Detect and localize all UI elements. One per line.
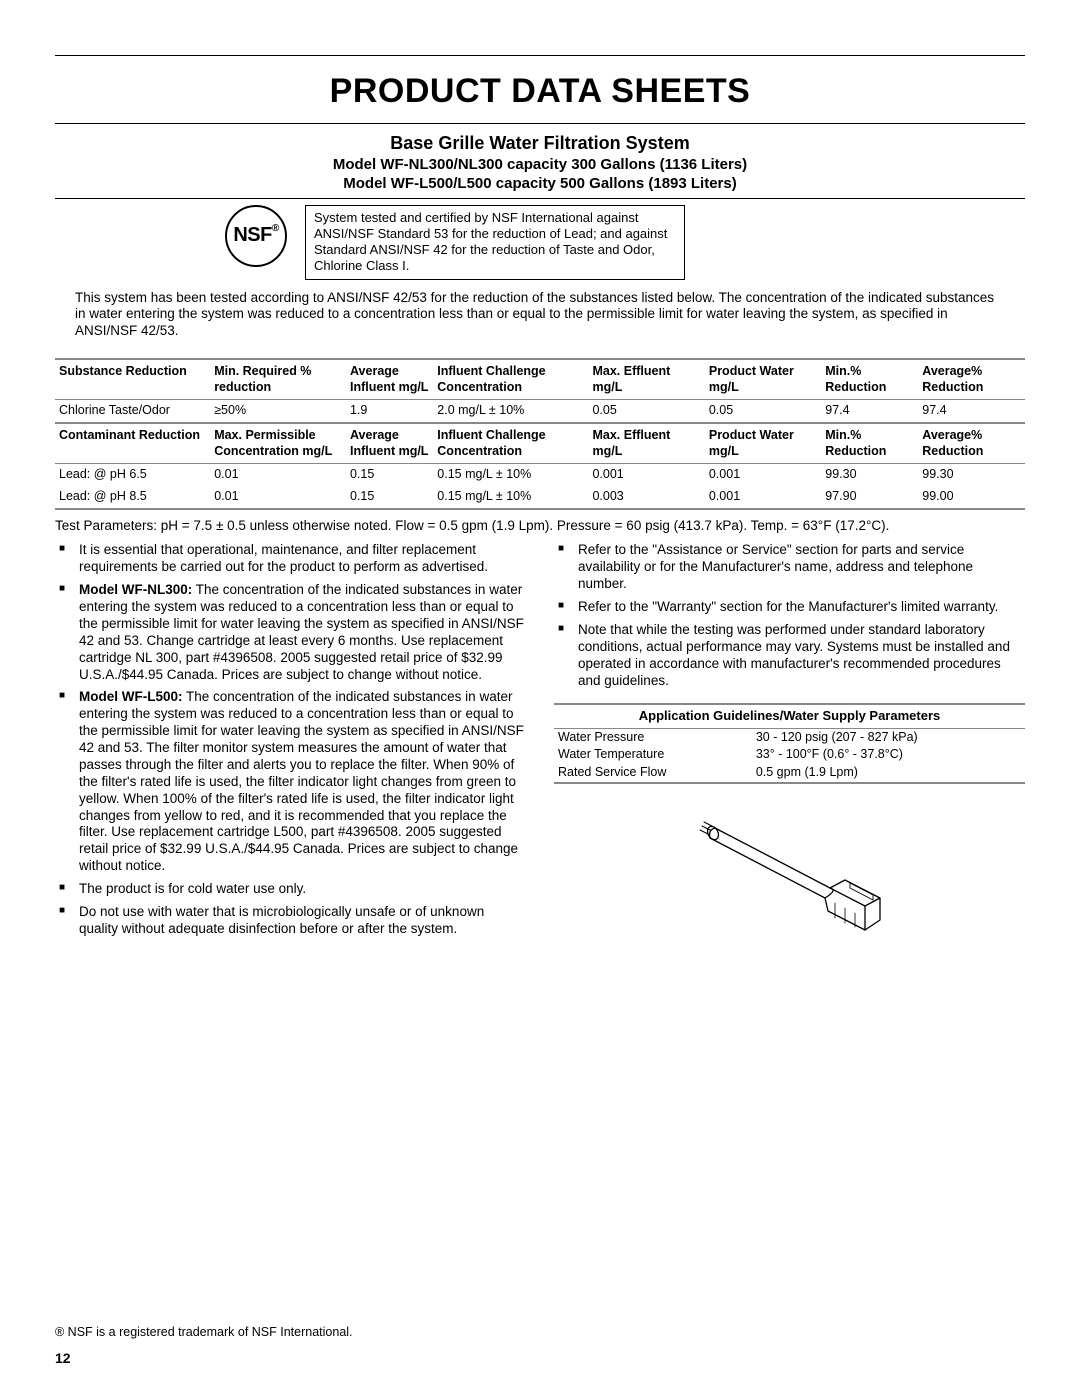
right-column: Refer to the "Assistance or Service" sec… — [554, 542, 1025, 957]
trademark-note: ® NSF is a registered trademark of NSF I… — [55, 1325, 353, 1341]
table-header: Min.% Reduction — [821, 359, 918, 400]
application-table: Water Pressure30 - 120 psig (207 - 827 k… — [554, 729, 1025, 784]
certification-row: NSF® System tested and certified by NSF … — [55, 205, 1025, 280]
table-header: Average% Reduction — [918, 423, 1025, 464]
table-header: Contaminant Reduction — [55, 423, 210, 464]
title-rule — [55, 123, 1025, 124]
table-header: Max. Permissible Concentration mg/L — [210, 423, 346, 464]
table-header: Influent Challenge Concentration — [433, 423, 588, 464]
note-item: Do not use with water that is microbiolo… — [55, 904, 526, 938]
header-block: Base Grille Water Filtration System Mode… — [55, 132, 1025, 199]
note-item: The product is for cold water use only. — [55, 881, 526, 898]
table-row: Lead: @ pH 8.50.010.150.15 mg/L ± 10%0.0… — [55, 486, 1025, 509]
model-line-2: Model WF-L500/L500 capacity 500 Gallons … — [55, 175, 1025, 194]
table-header: Max. Effluent mg/L — [588, 359, 704, 400]
note-item: Note that while the testing was performe… — [554, 622, 1025, 690]
table-header: Min.% Reduction — [821, 423, 918, 464]
filter-cartridge-icon — [680, 808, 900, 958]
table-header: Influent Challenge Concentration — [433, 359, 588, 400]
table-row: Rated Service Flow0.5 gpm (1.9 Lpm) — [554, 764, 1025, 783]
table-header: Product Water mg/L — [705, 359, 821, 400]
note-item: It is essential that operational, mainte… — [55, 542, 526, 576]
table-header: Min. Required % reduction — [210, 359, 346, 400]
model-line-1: Model WF-NL300/NL300 capacity 300 Gallon… — [55, 156, 1025, 175]
application-heading: Application Guidelines/Water Supply Para… — [554, 703, 1025, 728]
test-parameters: Test Parameters: pH = 7.5 ± 0.5 unless o… — [55, 518, 1025, 535]
right-notes-list: Refer to the "Assistance or Service" sec… — [554, 542, 1025, 689]
table-row: Water Temperature33° - 100°F (0.6° - 37.… — [554, 746, 1025, 764]
notes-columns: It is essential that operational, mainte… — [55, 542, 1025, 957]
intro-paragraph: This system has been tested according to… — [75, 290, 1005, 341]
note-item: Model WF-NL300: The concentration of the… — [55, 582, 526, 683]
certification-text: System tested and certified by NSF Inter… — [305, 205, 685, 280]
page-number: 12 — [55, 1350, 71, 1368]
note-item: Refer to the "Assistance or Service" sec… — [554, 542, 1025, 593]
left-notes-list: It is essential that operational, mainte… — [55, 542, 526, 937]
table-row: Chlorine Taste/Odor≥50%1.92.0 mg/L ± 10%… — [55, 400, 1025, 423]
table-header: Average Influent mg/L — [346, 359, 433, 400]
table-header: Average% Reduction — [918, 359, 1025, 400]
substance-reduction-table: Substance ReductionMin. Required % reduc… — [55, 358, 1025, 509]
table-row: Lead: @ pH 6.50.010.150.15 mg/L ± 10%0.0… — [55, 464, 1025, 486]
note-item: Model WF-L500: The concentration of the … — [55, 689, 526, 875]
left-column: It is essential that operational, mainte… — [55, 542, 526, 957]
subtitle: Base Grille Water Filtration System — [55, 132, 1025, 155]
table-header: Substance Reduction — [55, 359, 210, 400]
table-row: Water Pressure30 - 120 psig (207 - 827 k… — [554, 729, 1025, 747]
table-header: Average Influent mg/L — [346, 423, 433, 464]
page-title: PRODUCT DATA SHEETS — [55, 70, 1025, 113]
table-header: Product Water mg/L — [705, 423, 821, 464]
nsf-logo-icon: NSF® — [225, 205, 287, 267]
table-header: Max. Effluent mg/L — [588, 423, 704, 464]
note-item: Refer to the "Warranty" section for the … — [554, 599, 1025, 616]
top-rule — [55, 55, 1025, 56]
